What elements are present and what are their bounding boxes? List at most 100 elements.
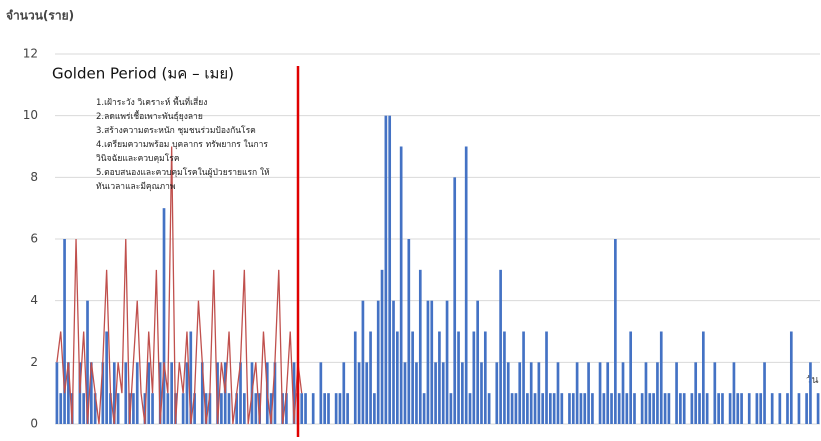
bar	[579, 393, 583, 424]
bar	[109, 393, 112, 424]
bar	[652, 393, 655, 424]
bar	[571, 393, 575, 424]
bar	[162, 208, 166, 424]
bar	[809, 362, 812, 424]
bar	[158, 362, 162, 424]
bar	[200, 362, 204, 424]
bar	[67, 362, 70, 424]
bar	[166, 393, 170, 424]
bar	[346, 393, 349, 424]
bar	[430, 300, 434, 424]
bar	[759, 393, 763, 424]
bar	[468, 393, 472, 424]
bar	[499, 269, 502, 424]
bar	[480, 362, 483, 424]
bar	[407, 239, 411, 424]
bar	[537, 362, 541, 424]
bar	[464, 146, 468, 424]
bar	[269, 393, 273, 424]
bar	[529, 362, 533, 424]
bar	[506, 362, 510, 424]
bar	[254, 393, 258, 424]
bar	[606, 362, 610, 424]
bar	[805, 393, 808, 424]
bar	[789, 331, 793, 424]
bar	[487, 393, 491, 424]
bar	[304, 393, 307, 424]
bar	[614, 239, 617, 424]
y-tick-label: 12	[23, 47, 38, 61]
bar	[273, 362, 277, 424]
bar	[732, 362, 736, 424]
bar	[568, 393, 571, 424]
bar	[640, 393, 644, 424]
bar	[220, 393, 223, 424]
bar	[418, 269, 422, 424]
bar	[216, 362, 219, 424]
bar	[392, 300, 395, 424]
bar	[373, 393, 376, 424]
bar	[426, 300, 430, 424]
bar	[747, 393, 751, 424]
bar	[541, 393, 545, 424]
bar	[602, 393, 606, 424]
bar	[338, 393, 342, 424]
bar	[755, 393, 759, 424]
bar	[728, 393, 732, 424]
y-tick-label: 0	[30, 417, 38, 431]
line	[56, 146, 303, 425]
bar	[342, 362, 346, 424]
bar	[583, 393, 587, 424]
bar	[208, 393, 212, 424]
bar	[587, 362, 590, 424]
bar	[445, 300, 449, 424]
bar	[514, 393, 518, 424]
bar	[656, 362, 659, 424]
measure-item: 1.เฝ้าระวัง วิเคราะห์ พื้นที่เสี่ยง	[96, 98, 208, 108]
bar	[89, 362, 93, 424]
y-tick-label: 10	[23, 108, 38, 122]
bar	[648, 393, 652, 424]
bar	[132, 393, 135, 424]
bar	[82, 393, 86, 424]
bar	[189, 331, 193, 424]
bar	[105, 331, 108, 424]
bar	[112, 362, 116, 424]
bar	[441, 362, 445, 424]
bar	[552, 393, 556, 424]
bar	[701, 331, 705, 424]
bar	[705, 393, 709, 424]
bar	[101, 362, 105, 424]
bar	[55, 362, 59, 424]
bar	[227, 393, 231, 424]
bar	[667, 393, 671, 424]
bar	[376, 300, 380, 424]
annotation: Golden Period (มค – เมย)	[52, 65, 234, 83]
bar	[369, 331, 372, 424]
bar	[545, 331, 548, 424]
bar	[185, 362, 189, 424]
bar	[292, 362, 296, 424]
bar	[361, 300, 365, 424]
bar	[151, 393, 154, 424]
bar	[786, 393, 789, 424]
bar	[384, 115, 388, 425]
bar	[86, 300, 89, 424]
bar	[235, 393, 239, 424]
bar	[682, 393, 686, 424]
bar	[319, 362, 323, 424]
y-tick-label: 4	[30, 293, 38, 307]
bar	[770, 393, 774, 424]
y-tick-label: 6	[30, 232, 38, 246]
bar	[438, 331, 441, 424]
bar	[633, 393, 636, 424]
bar	[395, 331, 399, 424]
bar	[357, 362, 361, 424]
bar	[510, 393, 514, 424]
plot-area: 0 2 4 6 8 10 12	[23, 47, 820, 431]
bar	[591, 393, 594, 424]
measures-list: 1.เฝ้าระวัง วิเคราะห์ พื้นที่เสี่ยง 2.ลดแ…	[96, 96, 276, 194]
x-axis-label: วัน	[806, 375, 819, 386]
bar	[59, 393, 63, 424]
bar	[713, 362, 717, 424]
